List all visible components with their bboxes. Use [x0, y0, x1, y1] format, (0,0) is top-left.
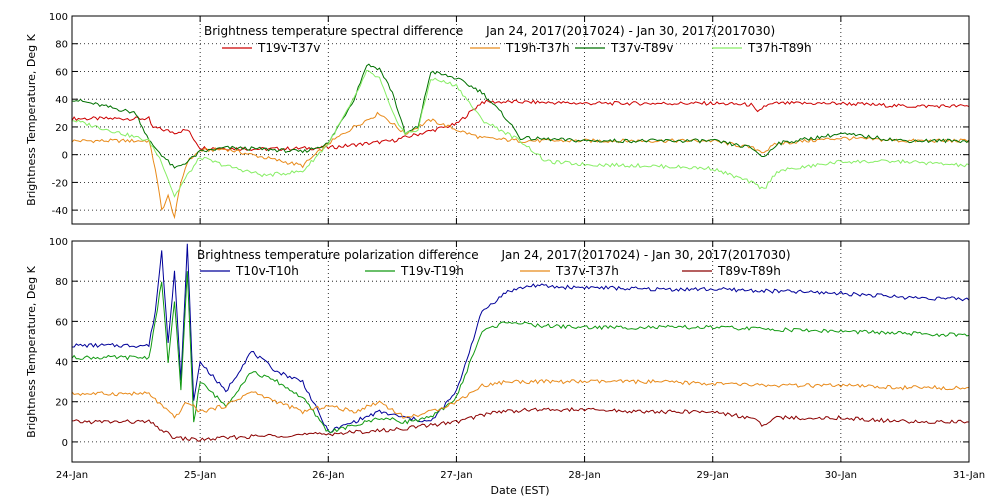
series-line-T37h-T89h: [72, 69, 970, 198]
legend: T19v-T37v T19h-T37h T37v-T89v T37h-T89h: [222, 41, 812, 55]
x-tick-label: 26-Jan: [312, 470, 344, 481]
y-tick-label: 80: [55, 277, 68, 288]
legend-label: T19v-T37v: [257, 41, 320, 55]
y-tick-label: 60: [55, 67, 68, 78]
y-tick-label: 0: [62, 438, 68, 449]
y-axis-label: Brightness Temperature, Deg K: [25, 265, 38, 437]
series-line-T10v-T10h: [72, 243, 970, 434]
series-layer: [71, 243, 970, 442]
spectral-difference-panel: -40 -20 0 20 40 60 80 100 Brightness temperatur…: [25, 12, 970, 225]
legend-label: T37v-T89v: [610, 41, 673, 55]
x-tick-label: 31-Jan: [953, 470, 985, 481]
x-tick-label: 27-Jan: [440, 470, 472, 481]
tick-layer: -40 -20 0 20 40 60 80 100: [49, 12, 970, 224]
y-tick-label: 20: [55, 398, 68, 409]
series-line-T37v-T89v: [71, 63, 970, 169]
legend-label: T89v-T89h: [717, 264, 781, 278]
legend-label: T37h-T89h: [747, 41, 812, 55]
y-tick-label: 40: [55, 95, 68, 106]
y-tick-label: 60: [55, 317, 68, 328]
x-tick-label: 24-Jan: [56, 470, 88, 481]
grid-layer: [72, 16, 969, 224]
y-tick-label: 0: [62, 151, 68, 162]
y-tick-label: 100: [49, 12, 68, 23]
y-tick-label: 80: [55, 40, 68, 51]
series-layer: [71, 63, 970, 220]
legend-label: T10v-T10h: [235, 264, 299, 278]
x-axis-label: Date (EST): [490, 484, 549, 497]
polarization-chart-title: Brightness temperature polarization diff…: [197, 248, 791, 262]
y-tick-label: 100: [49, 237, 68, 248]
legend-label: T37v-T37h: [555, 264, 619, 278]
series-line-T37v-T37h: [71, 379, 970, 419]
x-tick-label: 25-Jan: [184, 470, 216, 481]
plot-frame: [71, 240, 970, 463]
legend-label: T19v-T19h: [400, 264, 464, 278]
y-axis-label: Brightness Temperature, Deg K: [25, 33, 38, 205]
x-tick-label: 30-Jan: [825, 470, 857, 481]
plot-frame: [71, 15, 970, 225]
tick-layer: 0 20 40 60 80 100 24-Jan 25-Jan 26-Jan 27-Jan 28-J…: [49, 237, 985, 481]
spectral-chart-title: Brightness temperature spectral differen…: [204, 24, 775, 38]
x-tick-label: 28-Jan: [568, 470, 600, 481]
legend: T10v-T10h T19v-T19h T37v-T37h T89v-T89h: [200, 264, 781, 278]
legend-label: T19h-T37h: [505, 41, 570, 55]
y-tick-label: -20: [52, 178, 68, 189]
series-line-T89v-T89h: [71, 407, 970, 442]
x-tick-label: 29-Jan: [697, 470, 729, 481]
y-tick-label: 40: [55, 358, 68, 369]
y-tick-label: -40: [52, 206, 68, 217]
polarization-difference-panel: 0 20 40 60 80 100 24-Jan 25-Jan 26-Jan 27-Jan 28-J…: [25, 237, 985, 497]
series-line-T19v-T19h: [71, 271, 970, 434]
y-tick-label: 20: [55, 123, 68, 134]
grid-layer: [72, 241, 969, 462]
